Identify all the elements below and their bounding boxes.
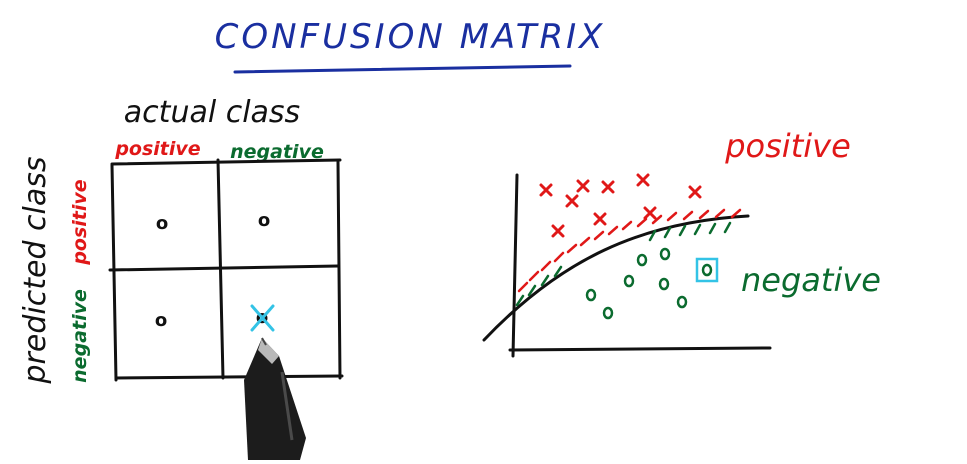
title-underline bbox=[233, 64, 572, 74]
decision-boundary-curve bbox=[482, 214, 750, 342]
actual-class-label: actual class bbox=[124, 95, 300, 130]
positive-region-hatching bbox=[517, 208, 742, 293]
positive-point bbox=[593, 212, 607, 226]
row-header-positive: positive bbox=[69, 179, 91, 265]
cell-np: o bbox=[155, 310, 167, 331]
negative-region-hatching bbox=[515, 221, 732, 307]
highlight-box bbox=[695, 257, 719, 283]
negative-point bbox=[623, 274, 635, 288]
positive-point bbox=[565, 194, 579, 208]
cell-pp: o bbox=[156, 213, 168, 234]
title: CONFUSION MATRIX bbox=[215, 17, 606, 57]
predicted-class-label: predicted class bbox=[18, 157, 53, 385]
plot-axes bbox=[508, 173, 772, 358]
cell-pn: o bbox=[258, 210, 270, 231]
positive-point bbox=[688, 185, 702, 199]
positive-point bbox=[636, 173, 650, 187]
col-header-positive: positive bbox=[114, 138, 200, 160]
positive-point bbox=[576, 179, 590, 193]
negative-point bbox=[659, 247, 671, 261]
positive-point bbox=[643, 206, 657, 220]
row-header-negative: negative bbox=[69, 289, 91, 383]
negative-point bbox=[658, 277, 670, 291]
negative-point bbox=[676, 295, 688, 309]
negative-point bbox=[701, 263, 713, 277]
negative-points bbox=[585, 247, 713, 320]
negative-point bbox=[602, 306, 614, 320]
plot-label-negative: negative bbox=[741, 261, 881, 299]
col-header-negative: negative bbox=[230, 141, 324, 163]
pen-cursor bbox=[244, 337, 306, 460]
positive-points bbox=[539, 173, 702, 238]
positive-point bbox=[601, 180, 615, 194]
positive-point bbox=[551, 224, 565, 238]
negative-point bbox=[585, 288, 597, 302]
positive-point bbox=[539, 183, 553, 197]
matrix-grid bbox=[108, 158, 344, 382]
plot-label-positive: positive bbox=[724, 127, 851, 165]
highlight-cross-mark bbox=[250, 304, 275, 332]
negative-point bbox=[636, 253, 648, 267]
